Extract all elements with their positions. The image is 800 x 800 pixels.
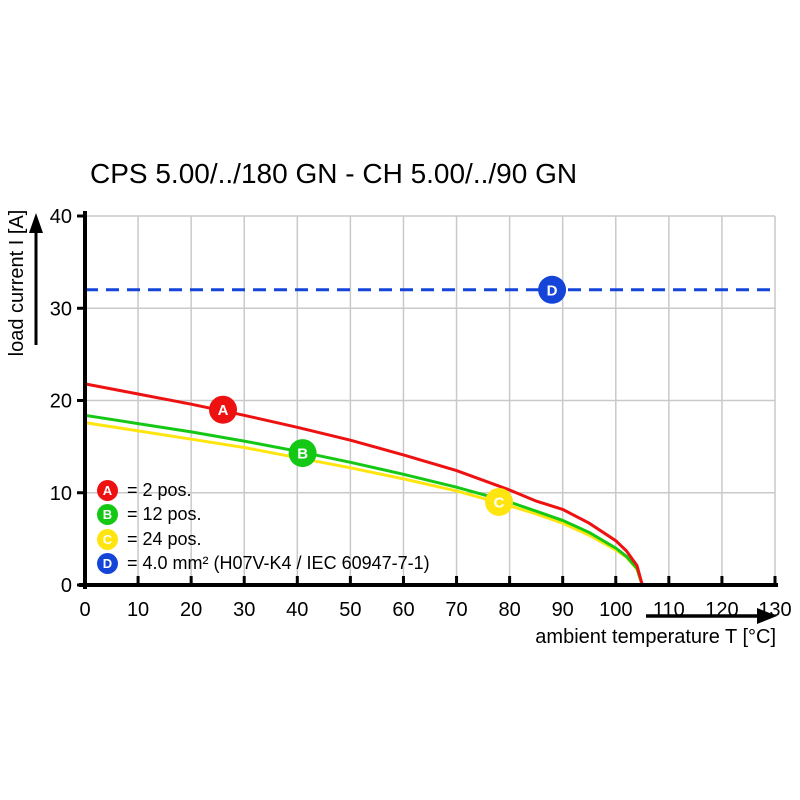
curve-marker-a-icon <box>209 395 237 424</box>
legend-marker-d-icon: D <box>97 553 118 575</box>
curve-marker-b-icon <box>288 439 317 468</box>
chart-title: CPS 5.00/../180 GN - CH 5.00/../90 GN <box>90 158 578 189</box>
legend-label-b: = 12 pos. <box>127 504 202 525</box>
x-tick-label: 100 <box>599 599 632 621</box>
x-tick-label: 80 <box>498 599 520 621</box>
x-axis-label: ambient temperature T [°C] <box>535 626 776 648</box>
legend: A = 2 pos. B = 12 pos. C = 24 pos. D = 4… <box>97 478 430 576</box>
x-tick-label: 0 <box>79 599 90 621</box>
legend-label-c: = 24 pos. <box>127 528 202 549</box>
legend-item-c: C = 24 pos. <box>97 527 430 552</box>
y-tick-label: 40 <box>50 206 72 228</box>
x-tick-label: 40 <box>286 599 308 621</box>
y-tick-label: 0 <box>61 575 72 597</box>
y-tick-label: 30 <box>50 298 72 320</box>
x-tick-label: 60 <box>392 599 414 621</box>
y-axis-arrow-icon <box>29 213 43 233</box>
x-tick-label: 10 <box>127 599 149 621</box>
x-tick-label: 70 <box>445 599 467 621</box>
curve-marker-c-icon <box>485 487 513 516</box>
x-tick-label: 90 <box>552 599 574 621</box>
curve-b <box>84 413 644 586</box>
legend-marker-a-icon: A <box>97 479 118 501</box>
legend-label-a: = 2 pos. <box>127 479 192 500</box>
legend-marker-b-icon: B <box>97 504 118 526</box>
y-axis-label: load current I [A] <box>6 209 28 357</box>
y-tick-label: 20 <box>50 391 72 413</box>
curve-marker-c-letter: C <box>494 494 505 511</box>
legend-item-d: D = 4.0 mm² (H07V-K4 / IEC 60947-7-1) <box>97 552 430 577</box>
legend-item-a: A = 2 pos. <box>97 478 430 503</box>
x-axis-arrow-icon <box>757 608 777 624</box>
curve-marker-d-icon <box>538 275 567 304</box>
x-tick-label: 20 <box>180 599 202 621</box>
x-tick-label: 30 <box>233 599 255 621</box>
x-tick-label: 50 <box>339 599 361 621</box>
curve-marker-b-letter: B <box>297 446 308 463</box>
curve-marker-a-letter: A <box>218 402 229 419</box>
legend-label-d: = 4.0 mm² (H07V-K4 / IEC 60947-7-1) <box>127 553 430 574</box>
y-tick-label: 10 <box>50 483 72 505</box>
legend-item-b: B = 12 pos. <box>97 503 430 528</box>
legend-marker-c-icon: C <box>97 528 118 550</box>
curve-marker-d-letter: D <box>547 282 558 299</box>
